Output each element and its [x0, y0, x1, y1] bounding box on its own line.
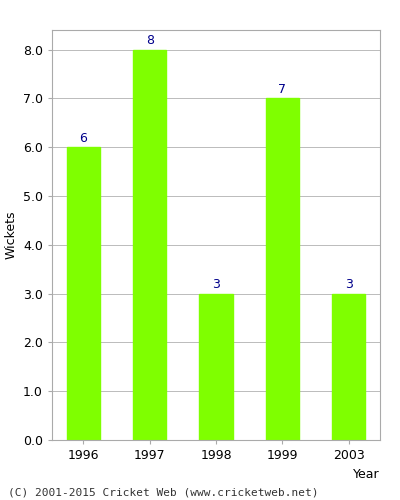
Y-axis label: Wickets: Wickets	[4, 211, 18, 259]
Text: 3: 3	[212, 278, 220, 291]
Text: 6: 6	[80, 132, 88, 144]
Bar	[67, 147, 100, 440]
Text: 7: 7	[278, 83, 286, 96]
Bar	[133, 50, 166, 440]
Bar	[266, 98, 299, 440]
X-axis label: Year: Year	[353, 468, 380, 480]
Text: 3: 3	[344, 278, 352, 291]
Bar	[332, 294, 365, 440]
Bar	[200, 294, 232, 440]
Text: 8: 8	[146, 34, 154, 47]
Text: (C) 2001-2015 Cricket Web (www.cricketweb.net): (C) 2001-2015 Cricket Web (www.cricketwe…	[8, 488, 318, 498]
